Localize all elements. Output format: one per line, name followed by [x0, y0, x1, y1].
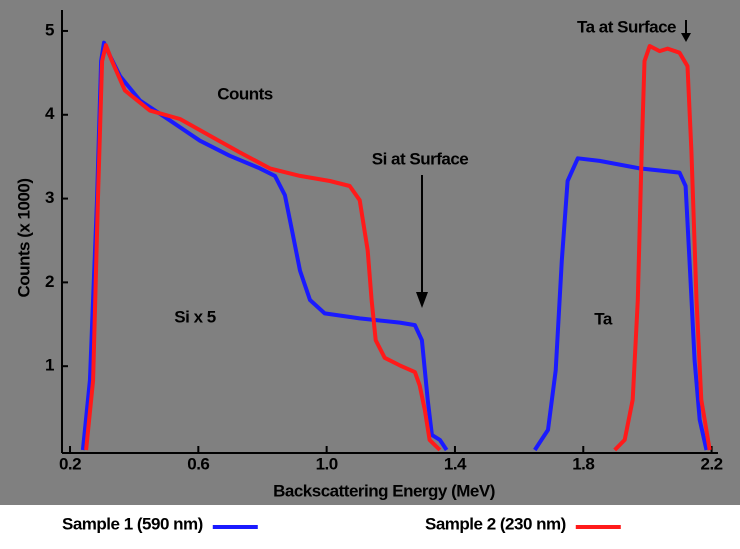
- y-tick-label: 2: [45, 272, 54, 291]
- y-tick-label: 3: [45, 188, 54, 207]
- annotation: Ta: [594, 309, 613, 328]
- arrow-head: [416, 292, 428, 308]
- arrow-head: [681, 33, 691, 42]
- x-tick-label: 0.2: [59, 454, 81, 473]
- y-tick-label: 5: [45, 20, 54, 39]
- annotation: Si at Surface: [372, 149, 469, 168]
- x-tick-label: 1.8: [572, 454, 594, 473]
- background: [0, 0, 740, 505]
- legend-label: Sample 2 (230 nm): [425, 514, 566, 533]
- annotation: Ta at Surface: [577, 17, 676, 36]
- y-tick-label: 1: [45, 356, 54, 375]
- annotation: Si x 5: [174, 307, 215, 326]
- y-axis-label: Counts (x 1000): [14, 178, 33, 297]
- x-axis-label: Backscattering Energy (MeV): [273, 481, 495, 500]
- x-tick-label: 2.2: [701, 454, 723, 473]
- y-tick-label: 4: [45, 104, 55, 123]
- x-tick-label: 0.6: [187, 454, 209, 473]
- legend-label: Sample 1 (590 nm): [62, 514, 203, 533]
- series-line: [84, 43, 712, 452]
- x-tick-label: 1.4: [444, 454, 467, 473]
- annotation: Counts: [217, 84, 273, 103]
- x-tick-label: 1.0: [316, 454, 338, 473]
